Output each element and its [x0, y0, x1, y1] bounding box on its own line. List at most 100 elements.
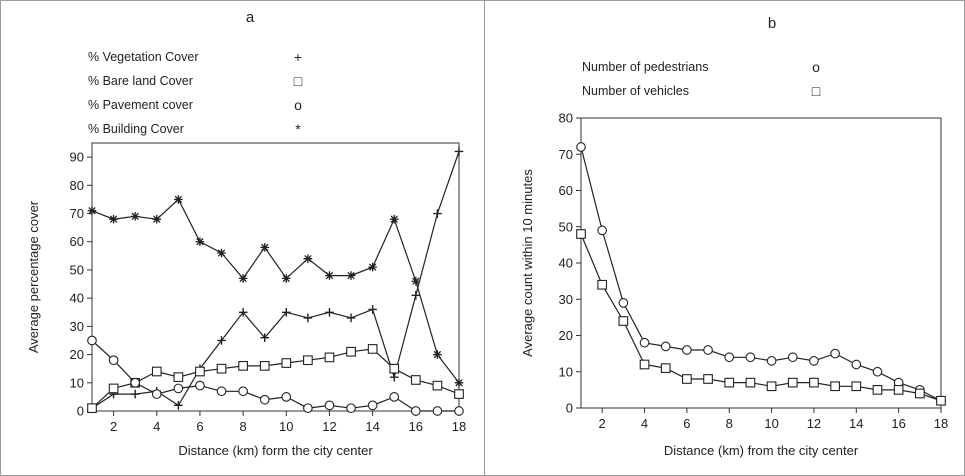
panel-a-y-tick-label: 70: [70, 206, 84, 221]
panel-a-series-3-point: [281, 274, 291, 283]
panel-a-series-2-point: [87, 335, 97, 346]
panel-a-series-2-point: [454, 406, 464, 416]
panel-b-series-0-point: [724, 352, 735, 363]
panel-a-series-0-point: [411, 291, 421, 300]
panel-b-series-0-point: [576, 142, 586, 152]
panel-a-series-3-point: [152, 214, 162, 224]
panel-b-series-1-point: [703, 374, 713, 384]
panel-a-series-1-point: [259, 361, 270, 371]
panel-a-legend-label-1: % Bare land Cover: [88, 74, 193, 88]
panel-a-series-line-0: [91, 151, 460, 409]
panel-a-series-2-point: [151, 389, 162, 399]
panel-b-series-0-point: [597, 225, 608, 236]
panel-a-series-2-point: [108, 355, 119, 366]
panel-a-y-tick-label: 90: [70, 150, 84, 165]
panel-a-y-tick-label: 30: [70, 319, 84, 334]
panel-a-series-3-point: [303, 254, 313, 263]
panel-a-y-tick-label: 40: [70, 291, 84, 306]
panel-a-legend-marker-3: *: [295, 121, 301, 137]
panel-b-x-tick-label: 4: [641, 416, 648, 431]
panel-a-series-3-point: [109, 214, 118, 224]
panel-b-series-1-point: [576, 229, 586, 239]
panel-a-series-3-point: [346, 271, 356, 280]
panel-a-series-0-point: [281, 307, 291, 317]
panel-a-series-0-point: [346, 313, 356, 323]
panel-b-y-tick-label: 60: [559, 183, 573, 198]
panel-b-y-tick-label: 50: [559, 219, 573, 234]
panel-b-series-0-point: [703, 345, 713, 355]
panel-a-y-tick-label: 50: [70, 262, 84, 277]
panel-b-series-1-point: [660, 363, 671, 373]
panel-a-series-2-point: [281, 392, 292, 402]
panel-a-series-1-point: [389, 363, 400, 374]
panel-a-series-0-point: [238, 307, 248, 317]
panel-a-series-0-point: [217, 336, 226, 345]
panel-b-series-1-point: [914, 388, 925, 399]
panel-b-series-1-point: [936, 395, 946, 406]
panel-a-series-2-point: [238, 386, 248, 397]
panel-a-series-0-point: [303, 313, 313, 323]
panel-b-plot-frame: [580, 117, 942, 409]
panel-a-series-1-point: [281, 358, 292, 368]
panel-b-y-tick-label: 70: [559, 147, 573, 162]
panel-a-series-3-point: [87, 206, 97, 216]
panel-a-chart: a % Vegetation Cover + % Bare land Cover □ % …: [26, 9, 466, 458]
panel-a-x-tick-label: 10: [279, 419, 293, 434]
panel-a-series-3-point: [195, 237, 205, 247]
panel-a-series-1-point: [216, 363, 227, 374]
panel-a-series-0-point: [389, 372, 399, 382]
panel-b-y-axis-label: Average count within 10 minutes: [520, 169, 535, 357]
panel-b-y-tick-label: 10: [559, 364, 573, 379]
panel-a-series-1-point: [173, 372, 184, 382]
panel-a-series-2-point: [367, 400, 378, 411]
panel-b-y-tick-label: 40: [559, 256, 573, 271]
panel-b-series-line-1: [580, 233, 942, 402]
panel-a-series-0-point: [325, 307, 334, 317]
panel-a-series-2-point: [259, 394, 270, 405]
panel-a-x-tick-label: 6: [196, 419, 203, 434]
panel-b-legend-marker-1: □: [812, 83, 821, 99]
panel-a-y-tick-label: 20: [70, 347, 84, 362]
panel-a-series-1-point: [151, 366, 162, 377]
panel-b-series-1-point: [639, 359, 650, 370]
panel-a-series-3-point: [325, 271, 334, 280]
panel-b-y-tick-label: 0: [566, 401, 573, 416]
panel-b-y-tick-label: 20: [559, 328, 573, 343]
panel-a-series-0-point: [433, 209, 442, 218]
panel-a-plot-frame: [91, 142, 460, 412]
panel-a-series-0-point: [368, 305, 377, 314]
panel-a-series-0-point: [260, 333, 270, 342]
panel-a-legend-marker-2: o: [294, 97, 302, 113]
panel-a-series-1-point: [238, 361, 248, 371]
panel-a-series-1-point: [432, 380, 443, 391]
panel-b-legend-label-1: Number of vehicles: [582, 84, 689, 98]
panel-a-series-0-point: [174, 401, 183, 410]
panel-b-x-tick-label: 8: [726, 416, 733, 431]
panel-a-series-3-point: [433, 350, 442, 359]
panel-a-series-3-point: [454, 378, 464, 388]
panel-b-series-1-point: [682, 374, 692, 384]
panel-a-legend-label-2: % Pavement cover: [88, 98, 193, 112]
panel-b-series-0-point: [745, 352, 756, 363]
panel-b-x-tick-label: 16: [891, 416, 905, 431]
panel-a-series-0-point: [130, 389, 140, 399]
panel-b-series-1-point: [893, 385, 904, 395]
panel-b-series-0-point: [787, 352, 798, 363]
panel-a-series-2-point: [324, 400, 335, 411]
panel-a-series-3-point: [238, 274, 248, 283]
panel-a-series-2-point: [130, 377, 141, 388]
panel-a-legend-marker-1: □: [294, 73, 303, 89]
panel-b-series-1-point: [597, 279, 608, 290]
panel-a-series-1-point: [367, 344, 378, 354]
panel-a-y-tick-label: 10: [70, 375, 84, 390]
panel-b-series-1-point: [745, 377, 756, 388]
panel-b-x-tick-label: 18: [934, 416, 948, 431]
panel-a-series-3-point: [130, 212, 140, 221]
panel-a-series-1-point: [87, 403, 97, 414]
panel-a-series-2-point: [303, 403, 313, 414]
panel-a-series-2-point: [410, 406, 421, 416]
panel-b-series-1-point: [724, 377, 735, 388]
panel-a-x-tick-label: 16: [409, 419, 423, 434]
